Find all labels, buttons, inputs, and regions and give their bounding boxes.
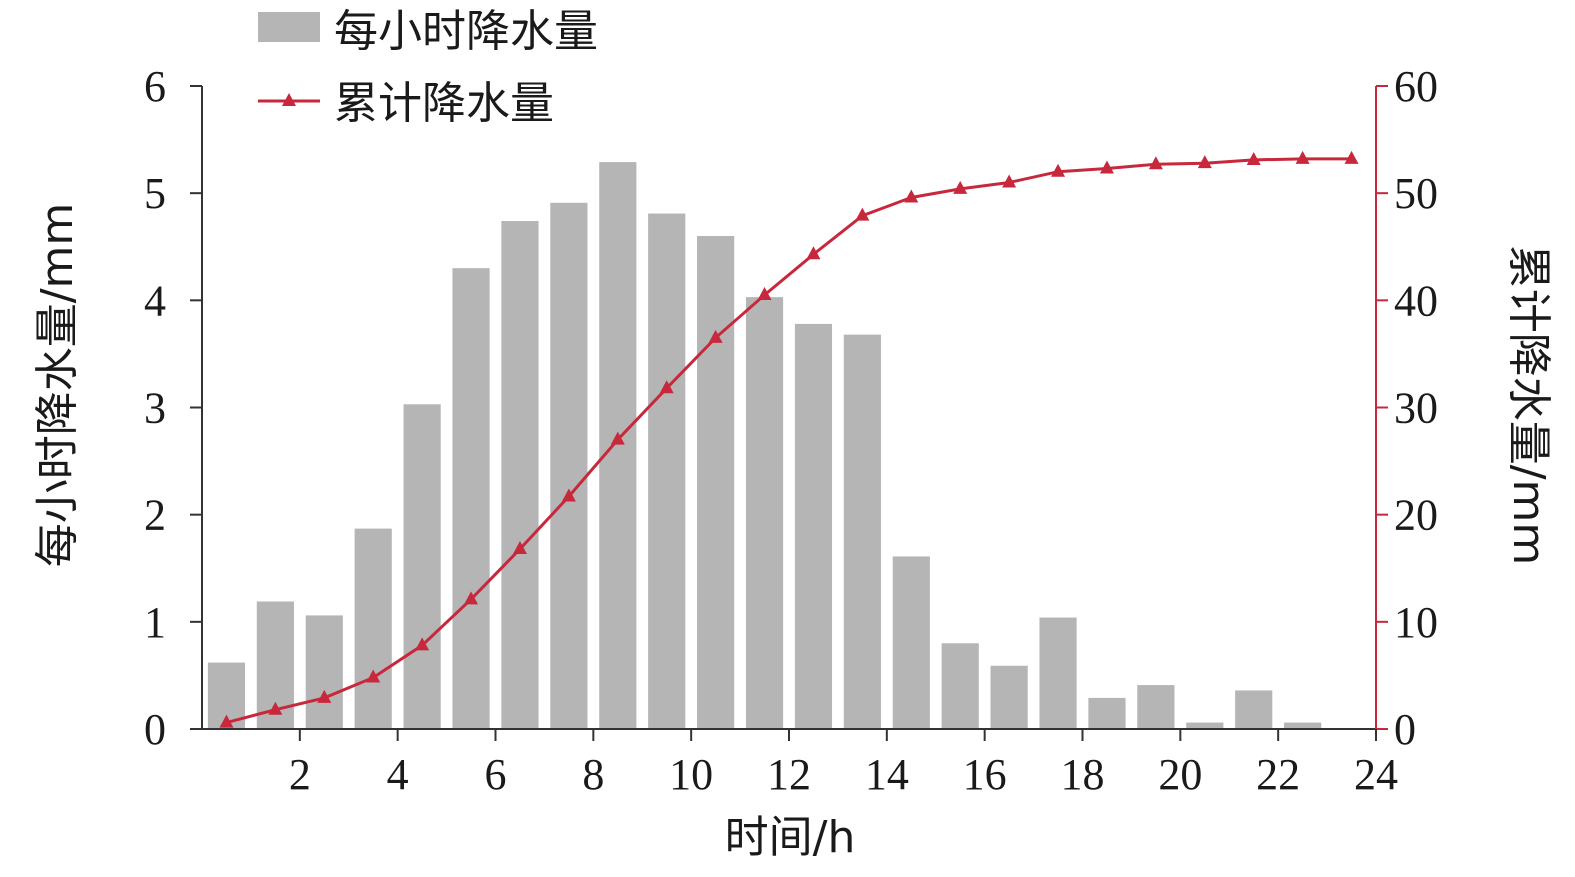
cumulative-point-9 [610, 431, 625, 445]
cumulative-point-5 [415, 637, 430, 651]
bar-23 [1284, 722, 1322, 729]
line-layer [219, 150, 1359, 728]
cumulative-point-3 [317, 689, 332, 703]
cumulative-point-16 [953, 180, 968, 194]
cumulative-point-17 [1002, 174, 1017, 188]
cumulative-point-13 [806, 246, 821, 260]
bar-21 [1186, 722, 1224, 729]
left-y-tick-label: 5 [144, 169, 166, 218]
legend-line-marker [282, 93, 296, 106]
bar-9 [599, 162, 637, 730]
right-y-tick-label: 10 [1394, 598, 1438, 647]
x-tick-label: 22 [1256, 750, 1300, 799]
cumulative-point-1 [219, 714, 234, 728]
bar-11 [697, 236, 735, 730]
bar-5 [403, 404, 441, 729]
bar-3 [305, 615, 343, 729]
left-y-tick-label: 3 [144, 384, 166, 433]
x-tick-label: 18 [1061, 750, 1105, 799]
axes-layer [190, 85, 1388, 741]
legend-line-label: 累计降水量 [334, 78, 554, 129]
legend-bar-swatch [258, 12, 320, 42]
cumulative-point-15 [904, 189, 919, 203]
bar-22 [1235, 690, 1273, 729]
bar-16 [941, 643, 979, 729]
cumulative-point-11 [708, 329, 723, 343]
x-tick-label: 24 [1354, 750, 1398, 799]
right-y-tick-label: 30 [1394, 384, 1438, 433]
cumulative-point-23 [1295, 150, 1310, 164]
bar-17 [990, 665, 1028, 729]
x-tick-label: 10 [669, 750, 713, 799]
cumulative-point-20 [1148, 156, 1163, 170]
left-y-tick-label: 2 [144, 491, 166, 540]
bar-13 [794, 323, 833, 729]
cumulative-point-6 [464, 591, 479, 605]
bar-10 [648, 213, 686, 730]
x-tick-label: 4 [387, 750, 409, 799]
right-y-axis-title: 累计降水量/mm [1503, 245, 1554, 566]
cumulative-point-8 [561, 488, 576, 502]
x-tick-label: 20 [1158, 750, 1202, 799]
bar-19 [1088, 697, 1126, 729]
cumulative-point-2 [268, 701, 283, 715]
right-y-tick-label: 50 [1394, 169, 1438, 218]
bar-4 [354, 528, 392, 729]
bar-7 [501, 221, 539, 729]
bar-15 [892, 556, 930, 729]
left-y-axis-title: 每小时降水量/mm [32, 203, 83, 568]
right-y-tick-label: 40 [1394, 276, 1438, 325]
right-y-tick-label: 60 [1394, 62, 1438, 111]
x-tick-label: 6 [485, 750, 507, 799]
cumulative-point-21 [1197, 155, 1212, 169]
x-tick-label: 14 [865, 750, 909, 799]
bars-layer [207, 162, 1322, 730]
x-tick-label: 16 [963, 750, 1007, 799]
x-tick-label: 12 [767, 750, 811, 799]
legend-bar-label: 每小时降水量 [334, 6, 598, 57]
x-tick-label: 8 [582, 750, 604, 799]
cumulative-point-19 [1099, 160, 1114, 174]
bar-8 [550, 202, 588, 730]
bar-14 [843, 334, 881, 729]
bar-12 [745, 297, 784, 729]
right-y-tick-label: 20 [1394, 491, 1438, 540]
left-y-tick-label: 0 [144, 705, 166, 754]
cumulative-point-10 [659, 380, 674, 394]
bar-18 [1039, 617, 1077, 729]
x-tick-label: 2 [289, 750, 311, 799]
right-y-tick-label: 0 [1394, 705, 1416, 754]
cumulative-point-4 [366, 669, 381, 683]
cumulative-line [226, 157, 1352, 725]
left-y-tick-label: 1 [144, 598, 166, 647]
bar-20 [1137, 685, 1175, 729]
bar-6 [452, 268, 490, 729]
cumulative-point-18 [1051, 163, 1066, 177]
x-axis-title: 时间/h [725, 812, 856, 863]
cumulative-point-7 [512, 540, 527, 554]
cumulative-point-12 [757, 286, 772, 300]
cumulative-point-22 [1246, 151, 1261, 165]
left-y-tick-label: 4 [144, 276, 166, 325]
cumulative-point-24 [1344, 150, 1359, 164]
legend: 每小时降水量 累计降水量 [258, 6, 598, 129]
cumulative-point-14 [855, 207, 870, 221]
left-y-tick-label: 6 [144, 62, 166, 111]
